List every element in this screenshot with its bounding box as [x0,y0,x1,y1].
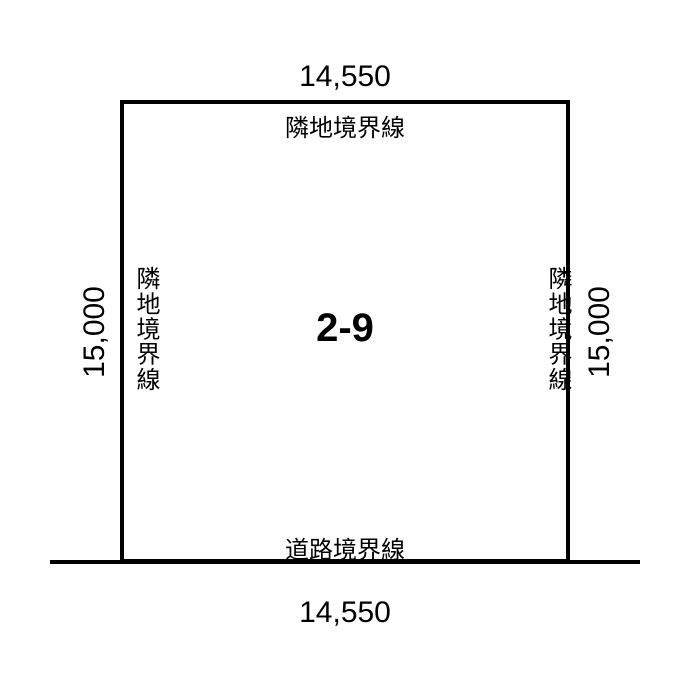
boundary-label-right: 隣地境界線 [540,266,575,392]
dimension-left: 15,000 [78,232,108,432]
dimension-right: 15,000 [583,232,613,432]
plot-id-label: 2-9 [245,306,445,351]
dimension-bottom: 14,550 [195,596,495,630]
boundary-label-bottom: 道路境界線 [195,530,495,565]
boundary-label-left: 隣地境界線 [128,266,163,392]
plot-diagram: 14,550 14,550 15,000 15,000 隣地境界線 道路境界線 … [0,0,690,690]
dimension-top: 14,550 [195,60,495,94]
boundary-label-top: 隣地境界線 [195,108,495,143]
